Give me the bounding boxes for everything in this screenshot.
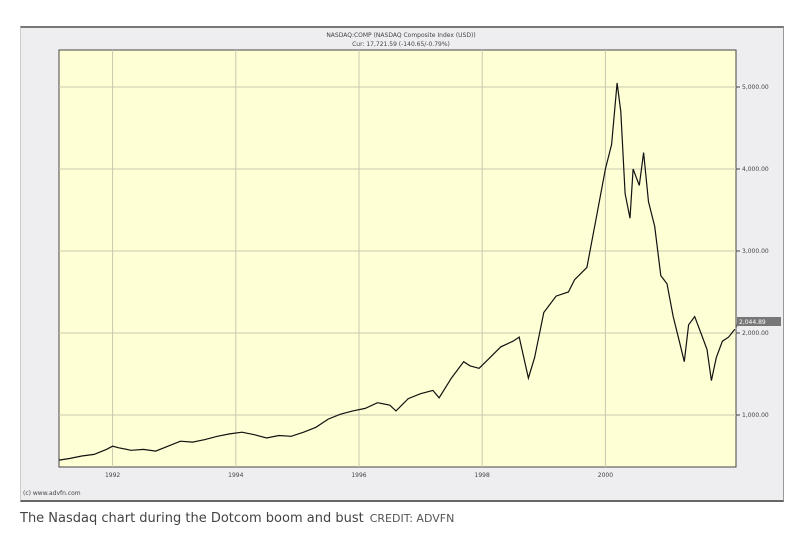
nasdaq-chart: NASDAQ:COMP (NASDAQ Composite Index (USD…: [23, 32, 781, 497]
caption-credit: CREDIT: ADVFN: [369, 512, 455, 525]
last-value-badge: [737, 317, 781, 326]
caption-text: The Nasdaq chart during the Dotcom boom …: [20, 511, 364, 526]
x-tick-label: 1998: [475, 472, 490, 479]
y-tick-label: 3,000.00: [742, 248, 769, 255]
plot-area: [58, 49, 737, 468]
y-tick-label: 2,000.00: [742, 330, 769, 337]
x-tick-label: 1996: [351, 472, 366, 479]
x-tick-label: 1992: [105, 472, 120, 479]
source-label: (c) www.advfn.com: [23, 490, 81, 497]
y-tick-label: 1,000.00: [742, 412, 769, 419]
chart-subtitle: Cur: 17,721.59 (-140.65/-0.79%): [352, 41, 450, 48]
x-tick-label: 1994: [228, 472, 243, 479]
caption: The Nasdaq chart during the Dotcom boom …: [20, 511, 454, 526]
y-tick-label: 4,000.00: [742, 166, 769, 173]
y-tick-label: 5,000.00: [742, 84, 769, 91]
x-tick-label: 2000: [598, 472, 613, 479]
last-value-label: 2,044.89: [739, 319, 766, 326]
chart-frame: NASDAQ:COMP (NASDAQ Composite Index (USD…: [20, 26, 784, 502]
price-line: [58, 82, 736, 461]
chart-title: NASDAQ:COMP (NASDAQ Composite Index (USD…: [326, 32, 475, 39]
